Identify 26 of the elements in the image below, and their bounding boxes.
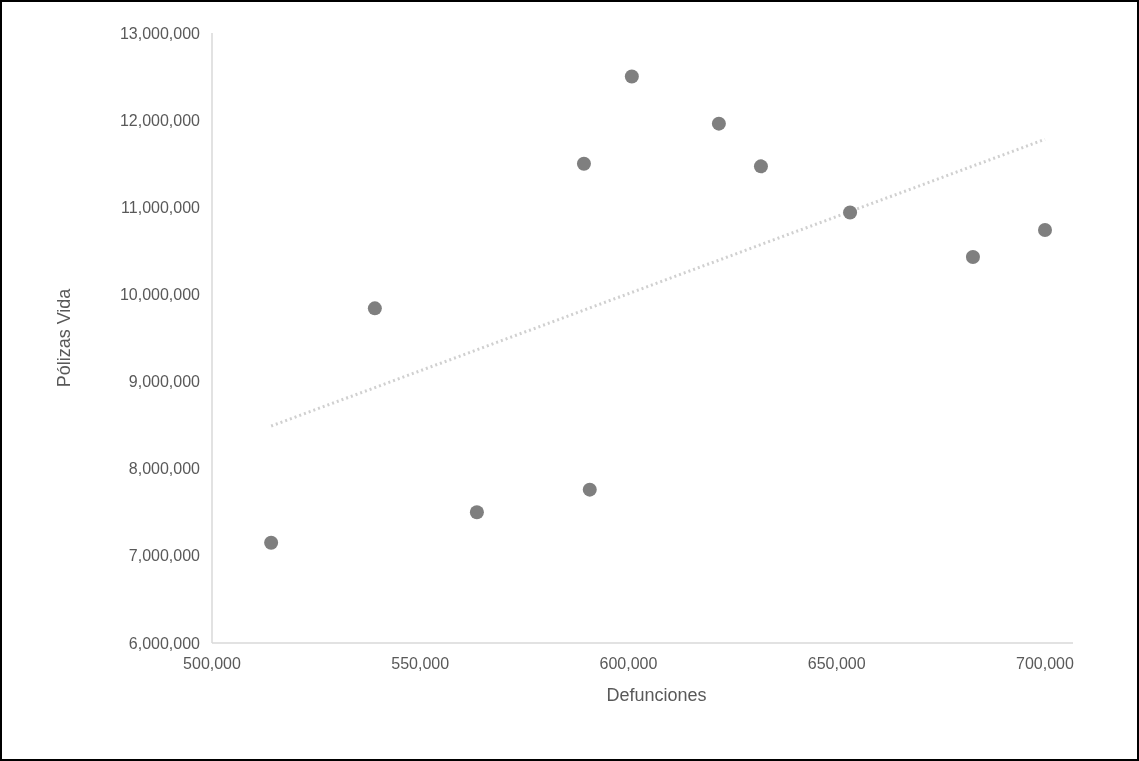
y-tick-label: 13,000,000 bbox=[119, 24, 201, 42]
y-tick-label: 6,000,000 bbox=[128, 634, 201, 652]
point bbox=[1038, 222, 1052, 237]
point bbox=[367, 301, 382, 316]
y-tick-label: 11,000,000 bbox=[121, 198, 201, 216]
x-tick-label: 700,000 bbox=[1016, 655, 1075, 672]
x-tick-label: 650,000 bbox=[807, 655, 866, 672]
point bbox=[711, 116, 726, 131]
x-tick-label: 550,000 bbox=[391, 655, 450, 672]
point bbox=[582, 482, 597, 497]
y-tick-label: 7,000,000 bbox=[128, 547, 201, 565]
y-tick-label: 9,000,000 bbox=[128, 373, 201, 391]
y-tick-label: 10,000,000 bbox=[119, 286, 201, 304]
point bbox=[576, 156, 591, 171]
point bbox=[843, 205, 858, 220]
point bbox=[624, 69, 639, 84]
point bbox=[965, 249, 980, 264]
x-tick-label: 600,000 bbox=[599, 655, 658, 672]
x-axis-title: Defunciones bbox=[606, 685, 707, 705]
point bbox=[469, 505, 484, 520]
point bbox=[264, 535, 279, 550]
y-tick-label: 8,000,000 bbox=[128, 460, 201, 478]
y-tick-label: 12,000,000 bbox=[119, 111, 201, 129]
point bbox=[753, 159, 768, 174]
x-tick-label: 500,000 bbox=[183, 655, 242, 672]
y-axis-title: Pólizas Vida bbox=[54, 287, 74, 388]
